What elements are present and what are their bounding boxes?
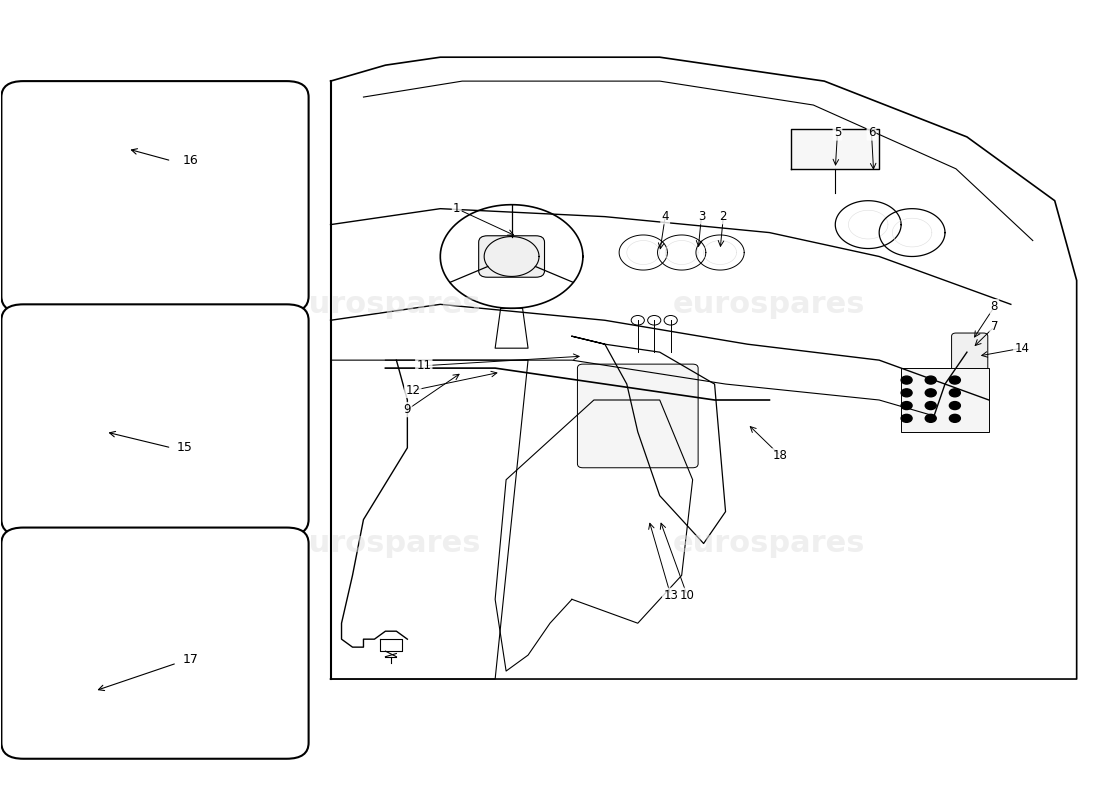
- Polygon shape: [791, 129, 879, 169]
- Text: 15: 15: [177, 442, 192, 454]
- FancyBboxPatch shape: [578, 364, 698, 468]
- Circle shape: [949, 414, 960, 422]
- Text: 9: 9: [404, 403, 411, 416]
- Circle shape: [949, 402, 960, 410]
- Text: 10: 10: [680, 589, 694, 602]
- FancyBboxPatch shape: [478, 236, 544, 278]
- Circle shape: [901, 389, 912, 397]
- FancyBboxPatch shape: [1, 304, 309, 535]
- Circle shape: [949, 376, 960, 384]
- FancyBboxPatch shape: [952, 333, 988, 371]
- Text: 5: 5: [834, 126, 842, 139]
- FancyBboxPatch shape: [95, 125, 216, 189]
- Text: 18: 18: [773, 450, 788, 462]
- FancyBboxPatch shape: [43, 438, 91, 466]
- Circle shape: [925, 376, 936, 384]
- FancyBboxPatch shape: [1, 81, 309, 312]
- Text: eurospares: eurospares: [289, 529, 482, 558]
- Circle shape: [925, 389, 936, 397]
- Text: 1: 1: [453, 202, 461, 215]
- Circle shape: [901, 414, 912, 422]
- Text: 3: 3: [697, 210, 705, 223]
- Text: 2: 2: [719, 210, 727, 223]
- Circle shape: [925, 402, 936, 410]
- FancyBboxPatch shape: [1, 527, 309, 758]
- Text: 7: 7: [991, 320, 998, 333]
- Bar: [901, 368, 989, 432]
- Text: eurospares: eurospares: [673, 529, 866, 558]
- Text: 11: 11: [416, 359, 431, 372]
- Circle shape: [925, 414, 936, 422]
- Text: 12: 12: [405, 384, 420, 397]
- Text: eurospares: eurospares: [289, 290, 482, 319]
- Text: 6: 6: [868, 126, 876, 139]
- FancyBboxPatch shape: [120, 434, 179, 458]
- Text: 13: 13: [663, 589, 678, 602]
- Circle shape: [901, 376, 912, 384]
- Bar: [67, 671, 177, 719]
- Text: 17: 17: [183, 653, 198, 666]
- Text: 16: 16: [183, 154, 198, 167]
- Text: 14: 14: [1014, 342, 1030, 354]
- Circle shape: [949, 389, 960, 397]
- FancyBboxPatch shape: [108, 194, 158, 219]
- Circle shape: [901, 402, 912, 410]
- Text: 8: 8: [991, 300, 998, 314]
- Text: eurospares: eurospares: [673, 290, 866, 319]
- Text: 4: 4: [661, 210, 669, 223]
